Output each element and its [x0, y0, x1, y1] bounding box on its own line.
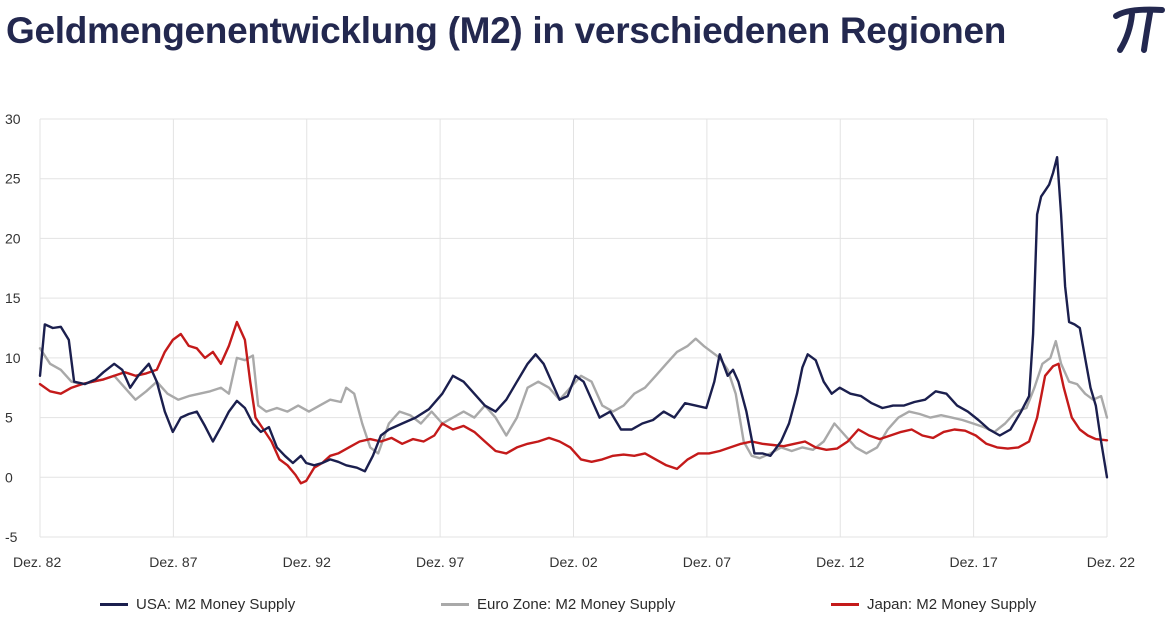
y-tick-label: -5 [5, 529, 18, 545]
series-line-usa [38, 156, 1109, 479]
y-tick-label: 30 [5, 111, 21, 127]
legend-label-usa: USA: M2 Money Supply [136, 596, 296, 613]
x-tick-label: Dez. 02 [549, 554, 597, 570]
y-tick-label: 20 [5, 230, 21, 246]
y-tick-label: 25 [5, 171, 21, 187]
y-tick-label: 10 [5, 350, 21, 366]
x-tick-label: Dez. 87 [149, 554, 197, 570]
legend-swatch-japan [831, 603, 859, 606]
x-tick-label: Dez. 17 [950, 554, 998, 570]
legend: USA: M2 Money Supply Euro Zone: M2 Money… [0, 596, 1175, 616]
legend-item-euro-zone: Euro Zone: M2 Money Supply [441, 596, 675, 613]
y-tick-label: 0 [5, 469, 13, 485]
legend-label-japan: Japan: M2 Money Supply [867, 596, 1037, 613]
x-tick-label: Dez. 92 [283, 554, 331, 570]
legend-label-euro-zone: Euro Zone: M2 Money Supply [477, 596, 676, 613]
legend-item-japan: Japan: M2 Money Supply [831, 596, 1036, 613]
grid-lines [39, 118, 1108, 538]
x-tick-label: Dez. 12 [816, 554, 864, 570]
x-axis-ticks: Dez. 82 Dez. 87 Dez. 92 Dez. 97 Dez. 02 Dez. … [13, 554, 1135, 570]
series-line-japan [38, 320, 1109, 485]
series-line-euro-zone [38, 337, 1109, 460]
y-axis-ticks: 30 25 20 15 10 5 0 -5 [5, 111, 21, 545]
series-lines [38, 156, 1109, 485]
pi-logo-left-leg [1117, 11, 1135, 53]
y-tick-label: 15 [5, 290, 21, 306]
legend-item-usa: USA: M2 Money Supply [100, 596, 295, 613]
pi-logo-right-leg [1141, 10, 1153, 53]
x-tick-label: Dez. 82 [13, 554, 61, 570]
x-tick-label: Dez. 07 [683, 554, 731, 570]
legend-swatch-usa [100, 603, 128, 606]
pi-logo-bar [1113, 6, 1165, 19]
legend-swatch-euro-zone [441, 603, 469, 606]
x-tick-label: Dez. 97 [416, 554, 464, 570]
pi-logo [1113, 6, 1165, 53]
chart-title: Geldmengenentwicklung (M2) in verschiede… [6, 10, 1007, 51]
x-tick-label: Dez. 22 [1087, 554, 1135, 570]
y-tick-label: 5 [5, 410, 13, 426]
